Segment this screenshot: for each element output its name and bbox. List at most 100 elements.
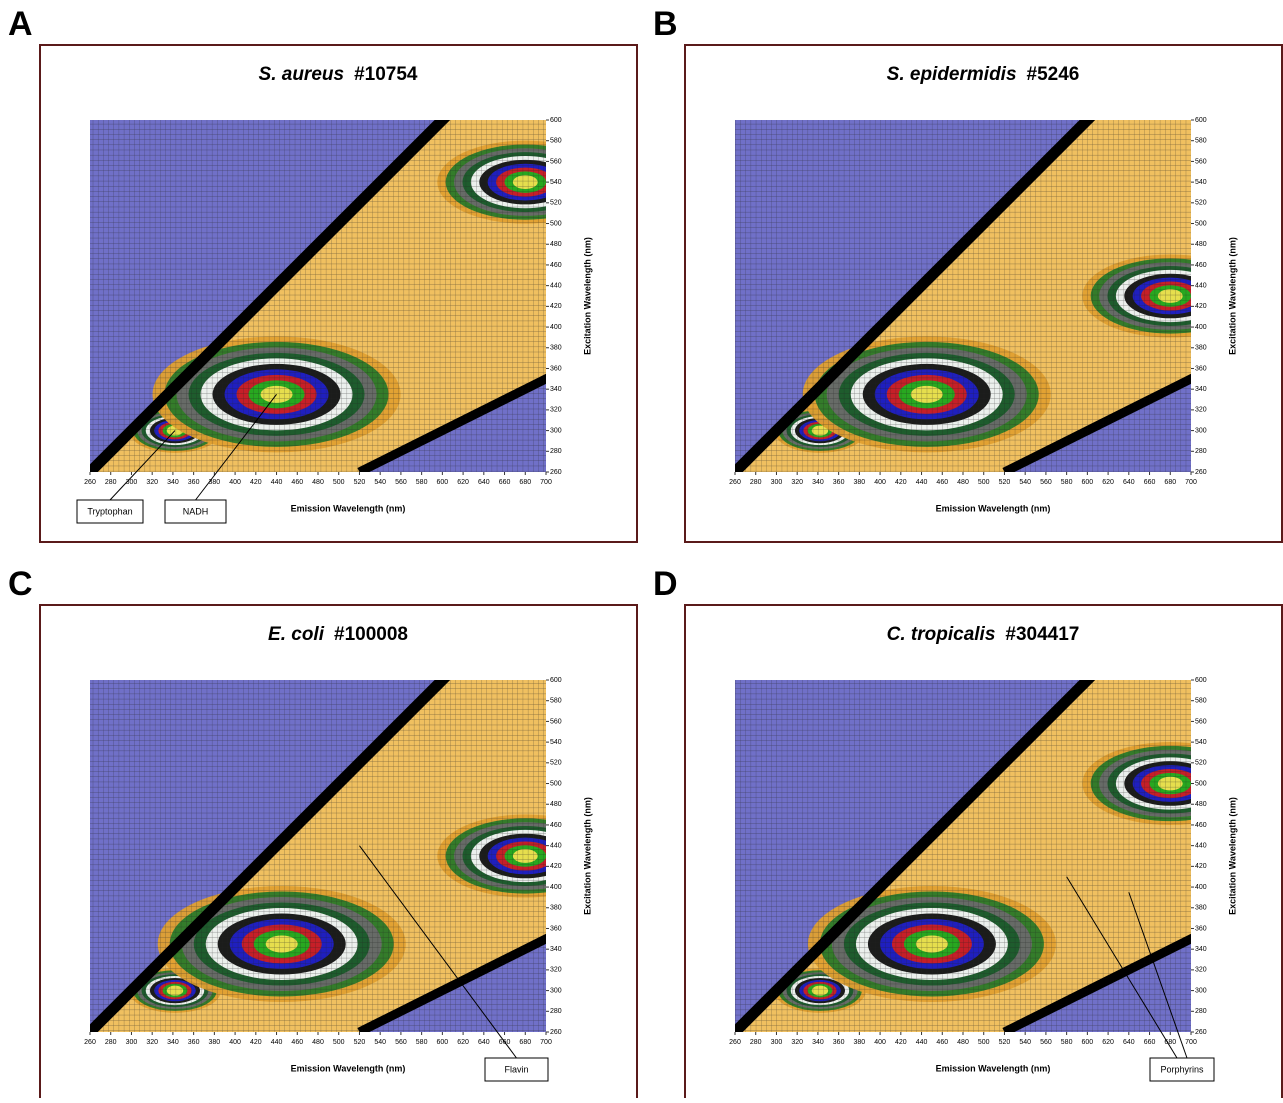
x-tick-label: 700 xyxy=(540,1039,552,1046)
y-tick-label: 320 xyxy=(1195,407,1207,414)
x-tick-label: 520 xyxy=(354,1039,366,1046)
y-tick-label: 280 xyxy=(550,448,562,455)
strain: #100008 xyxy=(334,624,408,645)
y-tick-label: 320 xyxy=(1195,967,1207,974)
y-tick-label: 360 xyxy=(550,365,562,372)
y-tick-label: 260 xyxy=(1195,1029,1207,1036)
y-tick-label: 420 xyxy=(1195,303,1207,310)
x-tick-label: 560 xyxy=(1040,1039,1052,1046)
y-tick-label: 280 xyxy=(550,1008,562,1015)
chart-title: S. epidermidis #5246 xyxy=(887,64,1080,85)
y-tick-label: 460 xyxy=(1195,822,1207,829)
y-tick-label: 340 xyxy=(1195,386,1207,393)
plot-area xyxy=(90,680,546,1032)
x-tick-label: 540 xyxy=(374,479,386,486)
strain: #5246 xyxy=(1027,64,1080,85)
y-tick-label: 580 xyxy=(550,138,562,145)
x-tick-label: 340 xyxy=(167,479,179,486)
chart-title: E. coli #100008 xyxy=(268,624,408,645)
organism: S. epidermidis xyxy=(887,64,1017,85)
y-tick-label: 380 xyxy=(1195,905,1207,912)
second-order-band xyxy=(1002,933,1191,1032)
second-order-band xyxy=(1002,373,1191,472)
x-tick-label: 540 xyxy=(1019,479,1031,486)
panel-letter: C xyxy=(8,565,33,603)
x-tick-label: 260 xyxy=(84,479,96,486)
y-tick-label: 480 xyxy=(550,241,562,248)
x-tick-label: 540 xyxy=(1019,1039,1031,1046)
plot-area xyxy=(90,120,546,472)
x-tick-label: 700 xyxy=(1185,479,1197,486)
x-tick-label: 700 xyxy=(1185,1039,1197,1046)
x-tick-label: 460 xyxy=(291,479,303,486)
y-tick-label: 340 xyxy=(550,386,562,393)
x-tick-label: 440 xyxy=(916,1039,928,1046)
y-axis-label: Excitation Wavelength (nm) xyxy=(1227,797,1237,915)
y-axis-label: Excitation Wavelength (nm) xyxy=(1227,237,1237,355)
x-tick-label: 440 xyxy=(916,479,928,486)
y-tick-label: 400 xyxy=(550,884,562,891)
y-tick-label: 460 xyxy=(550,822,562,829)
y-tick-label: 500 xyxy=(550,780,562,787)
x-axis-label: Emission Wavelength (nm) xyxy=(936,1063,1051,1073)
y-tick-label: 600 xyxy=(1195,117,1207,124)
y-tick-label: 580 xyxy=(550,698,562,705)
x-tick-label: 260 xyxy=(729,479,741,486)
x-tick-label: 580 xyxy=(416,479,428,486)
x-tick-label: 380 xyxy=(209,1039,221,1046)
y-tick-label: 320 xyxy=(550,967,562,974)
rayleigh-band xyxy=(735,680,1096,1032)
x-tick-label: 300 xyxy=(126,1039,138,1046)
x-tick-label: 420 xyxy=(250,1039,262,1046)
x-tick-label: 280 xyxy=(750,1039,762,1046)
x-tick-label: 500 xyxy=(333,479,345,486)
x-tick-label: 360 xyxy=(833,479,845,486)
x-tick-label: 380 xyxy=(854,479,866,486)
panel: C E. coli #100008 260 280 300 320 340 360 380 400 4… xyxy=(8,565,638,1103)
panel: D C. tropicalis #304417 260 280 300 320 340 360 3… xyxy=(653,565,1283,1103)
y-tick-label: 300 xyxy=(1195,987,1207,994)
x-tick-label: 560 xyxy=(395,479,407,486)
x-tick-label: 480 xyxy=(312,1039,324,1046)
y-tick-label: 440 xyxy=(1195,842,1207,849)
y-tick-label: 500 xyxy=(1195,220,1207,227)
annotation-box xyxy=(164,499,227,524)
second-order-band xyxy=(357,373,546,472)
y-tick-label: 600 xyxy=(550,677,562,684)
x-tick-label: 300 xyxy=(771,1039,783,1046)
x-tick-label: 440 xyxy=(271,479,283,486)
x-tick-label: 680 xyxy=(1164,1039,1176,1046)
x-tick-label: 640 xyxy=(1123,1039,1135,1046)
y-tick-label: 260 xyxy=(550,469,562,476)
y-axis-label: Excitation Wavelength (nm) xyxy=(582,237,592,355)
y-tick-label: 560 xyxy=(1195,718,1207,725)
y-tick-label: 360 xyxy=(1195,365,1207,372)
annotation-arrow xyxy=(359,845,517,1059)
annotation-label: Tryptophan xyxy=(87,506,132,516)
x-tick-label: 440 xyxy=(271,1039,283,1046)
y-tick-label: 400 xyxy=(1195,324,1207,331)
x-tick-label: 620 xyxy=(1102,1039,1114,1046)
x-axis-label: Emission Wavelength (nm) xyxy=(291,1063,406,1073)
rayleigh-band xyxy=(90,680,451,1032)
x-tick-label: 540 xyxy=(374,1039,386,1046)
y-tick-label: 560 xyxy=(550,718,562,725)
x-tick-label: 500 xyxy=(978,1039,990,1046)
x-tick-label: 460 xyxy=(936,479,948,486)
strain: #10754 xyxy=(354,64,418,85)
y-tick-label: 380 xyxy=(550,905,562,912)
y-tick-label: 380 xyxy=(550,345,562,352)
x-tick-label: 580 xyxy=(416,1039,428,1046)
x-tick-label: 600 xyxy=(437,479,449,486)
x-tick-label: 520 xyxy=(999,1039,1011,1046)
x-tick-label: 600 xyxy=(1082,479,1094,486)
y-axis-label: Excitation Wavelength (nm) xyxy=(582,797,592,915)
x-tick-label: 660 xyxy=(499,479,511,486)
panel-letter: A xyxy=(8,5,33,43)
x-tick-label: 560 xyxy=(1040,479,1052,486)
organism: C. tropicalis xyxy=(887,624,996,645)
y-tick-label: 560 xyxy=(550,158,562,165)
x-tick-label: 480 xyxy=(312,479,324,486)
x-tick-label: 480 xyxy=(957,479,969,486)
